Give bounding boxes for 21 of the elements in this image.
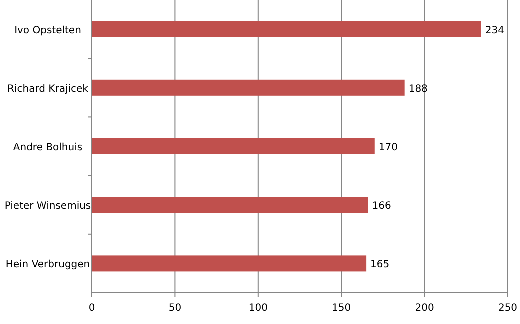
y-tick-label: Andre Bolhuis (13, 142, 83, 154)
y-tick-label: Pieter Winsemius (4, 201, 92, 212)
data-label: 188 (408, 84, 428, 95)
x-tick-label: 100 (248, 303, 268, 314)
x-tick-label: 150 (332, 303, 352, 314)
data-label: 166 (372, 201, 392, 212)
x-tick-label: 250 (498, 303, 518, 314)
y-tick-label: Ivo Opstelten (14, 25, 82, 36)
y-tick-label: Hein Verbruggen (6, 260, 90, 271)
y-tick-label: Richard Krajicek (8, 84, 89, 95)
x-tick-label: 200 (415, 303, 434, 314)
data-label: 165 (370, 260, 390, 271)
bar (92, 80, 405, 96)
x-tick-label: 50 (168, 303, 182, 314)
bar (92, 138, 375, 154)
bar (92, 197, 368, 214)
data-label: 170 (378, 142, 398, 154)
data-label: 234 (485, 25, 504, 36)
bar (92, 21, 482, 38)
x-tick-label: 0 (88, 303, 96, 314)
bar (92, 256, 367, 272)
